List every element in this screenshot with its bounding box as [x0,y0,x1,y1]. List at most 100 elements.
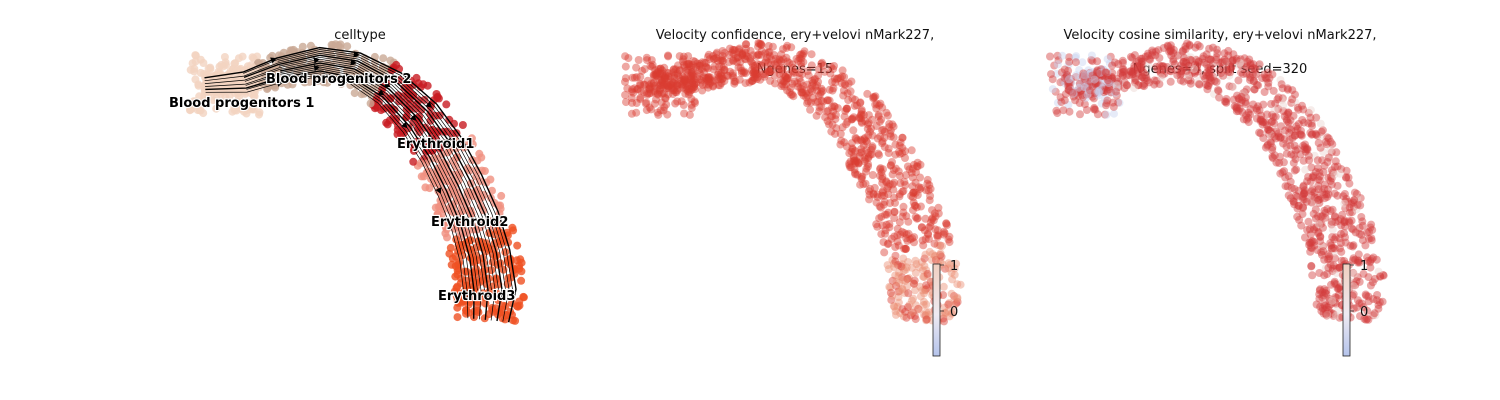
cosine-point [1165,66,1174,75]
cosine-point [1270,151,1279,160]
cosine-point [1324,153,1333,162]
cosine-point [1213,49,1222,58]
confidence-point [851,158,860,167]
cosine-point [1335,263,1344,272]
confidence-point [690,75,699,84]
cosine-point [1254,81,1263,90]
cosine-point [1323,205,1332,213]
cosine-point [1303,225,1312,234]
cosine-point [1237,68,1245,77]
cosine-point [1358,236,1367,245]
cosine-point [1096,65,1105,74]
cosine-point [1164,42,1173,51]
confidence-point [664,69,673,78]
confidence-point [730,50,738,59]
cosine-point [1373,291,1382,299]
cosine-point [1080,71,1088,80]
confidence-point [684,90,693,99]
confidence-point [886,283,895,292]
cosine-point [1318,156,1327,165]
confidence-point [918,236,927,245]
confidence-point [862,164,871,173]
confidence-point [851,133,860,142]
confidence-point [690,97,699,106]
confidence-point [823,96,832,105]
confidence-point [925,181,934,190]
cell-point [463,190,472,199]
cosine-point [1264,78,1273,87]
panel-title-confidence: Velocity confidence, ery+velovi nMark227… [585,10,1005,95]
cell-point [477,153,486,162]
cosine-point [1350,188,1359,197]
confidence-point [829,107,838,116]
cosine-point [1369,311,1378,320]
confidence-point [889,185,898,194]
cosine-point [1325,296,1334,305]
confidence-point [809,93,818,102]
confidence-point [663,110,672,119]
cosine-point [1122,81,1131,90]
cosine-point [1378,297,1387,306]
confidence-point [872,122,881,130]
cosine-point [1228,57,1237,66]
confidence-point [833,104,842,113]
cosine-point [1087,68,1096,77]
confidence-point [794,82,802,91]
cosine-point [1349,254,1358,263]
confidence-point [898,227,907,236]
cosine-point [1376,272,1385,281]
confidence-point [715,62,724,71]
confidence-point [628,85,637,94]
cosine-point [1083,82,1092,91]
cosine-point [1306,243,1315,252]
cosine-point [1261,143,1270,152]
cosine-point [1083,83,1092,92]
cosine-point [1332,294,1341,302]
cosine-point [1118,58,1127,67]
confidence-point [926,218,935,227]
cosine-point [1252,114,1261,123]
cosine-point [1348,291,1357,300]
cosine-point [1155,80,1164,88]
cosine-point [1222,98,1231,107]
cosine-point [1277,80,1286,89]
confidence-point [906,311,915,320]
cosine-point [1327,300,1336,308]
cosine-point [1120,84,1129,93]
cosine-point [1114,98,1123,107]
confidence-point [819,61,828,70]
cosine-point [1327,220,1336,229]
cell-point [461,267,469,276]
confidence-point [922,281,931,290]
confidence-point [879,165,887,174]
cosine-point [1277,96,1286,104]
confidence-point [897,262,906,271]
confidence-point [928,213,937,222]
cosine-point [1358,217,1367,226]
cosine-point [1220,97,1229,106]
cosine-point [1293,204,1302,213]
cosine-point [1056,93,1065,102]
cosine-point [1307,119,1316,128]
confidence-point [782,43,791,52]
cosine-point [1356,201,1365,210]
cosine-point [1341,197,1350,206]
cosine-point [1284,109,1293,117]
cosine-point [1341,238,1350,247]
confidence-point [817,84,826,93]
confidence-point [901,265,910,274]
cosine-point [1295,215,1304,224]
cell-point [513,241,522,250]
cell-point [191,57,200,66]
confidence-point [642,106,651,115]
cosine-point [1289,111,1298,120]
confidence-point [887,295,896,304]
cosine-point [1234,107,1243,115]
confidence-point [848,145,857,154]
cosine-point [1371,311,1380,320]
confidence-point [717,62,726,71]
confidence-point [837,136,846,145]
confidence-point [891,140,900,149]
cosine-point [1137,67,1146,76]
confidence-point [878,139,887,148]
